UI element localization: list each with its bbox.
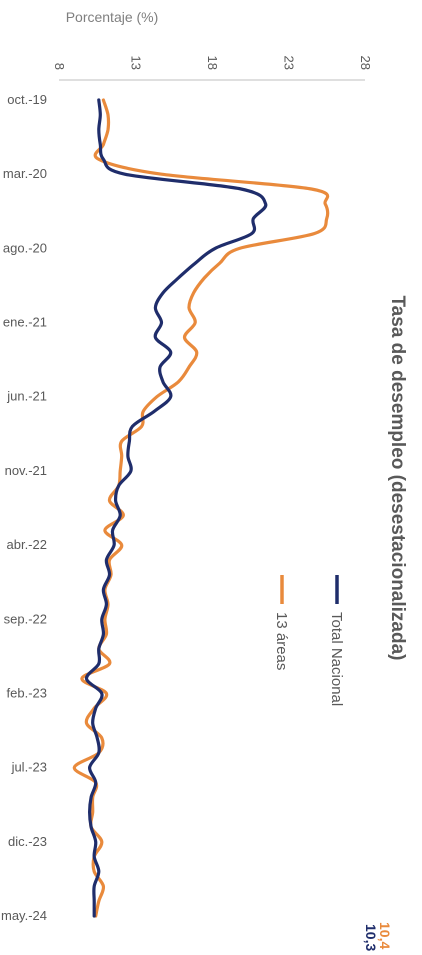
x-tick-label: mar.-20 bbox=[3, 166, 47, 181]
x-tick-label: feb.-23 bbox=[7, 685, 47, 700]
y-tick-label: 8 bbox=[52, 63, 67, 70]
series-lines bbox=[72, 98, 330, 918]
end-label-13-areas: 10,4 bbox=[377, 922, 393, 949]
x-tick-label: dic.-23 bbox=[8, 834, 47, 849]
series-line-13-areas bbox=[72, 98, 330, 918]
series-line-total-nacional bbox=[84, 98, 268, 918]
x-tick-label: abr.-22 bbox=[7, 537, 47, 552]
x-tick-label: jul.-23 bbox=[11, 760, 47, 775]
end-labels: 10,410,3 bbox=[363, 922, 393, 951]
end-label-total-nacional: 10,3 bbox=[363, 924, 379, 951]
x-tick-label: oct.-19 bbox=[7, 92, 47, 107]
legend-label: Total Nacional bbox=[328, 612, 345, 706]
x-ticks: oct.-19 mar.-20 ago.-20 ene.-21 jun.-21 nov.-… bbox=[1, 92, 47, 923]
x-tick-label: ene.-21 bbox=[3, 315, 47, 330]
y-tick-label: 13 bbox=[129, 56, 144, 70]
legend-label: 13 áreas bbox=[273, 612, 290, 670]
y-axis-label: Porcentaje (%) bbox=[66, 9, 159, 25]
y-ticks: 8 13 18 23 28 bbox=[52, 56, 373, 70]
x-tick-label: may.-24 bbox=[1, 908, 47, 923]
y-tick-label: 23 bbox=[282, 56, 297, 70]
y-tick-label: 28 bbox=[358, 56, 373, 70]
x-tick-label: ago.-20 bbox=[3, 240, 47, 255]
x-tick-label: jun.-21 bbox=[6, 389, 47, 404]
y-tick-label: 18 bbox=[205, 56, 220, 70]
chart-title: Tasa de desempleo (desestacionalizada) bbox=[387, 295, 408, 660]
x-tick-label: nov.-21 bbox=[5, 463, 47, 478]
x-tick-label: sep.-22 bbox=[4, 611, 47, 626]
legend: Total Nacional 13 áreas bbox=[273, 575, 345, 706]
